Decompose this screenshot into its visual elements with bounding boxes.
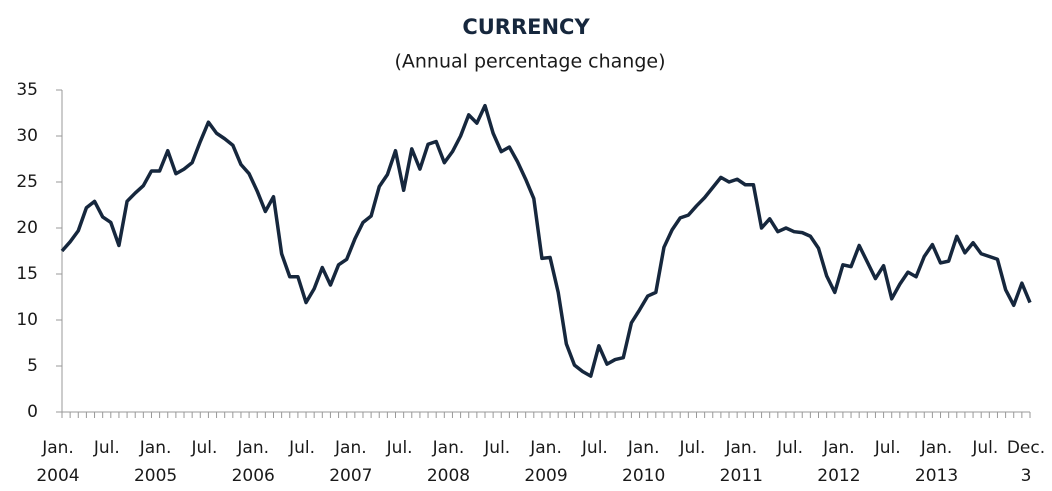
x-tick-label-line: 2004	[36, 466, 79, 486]
x-tick-label: Jul.	[483, 438, 510, 458]
x-tick-label-line: Dec.	[1007, 438, 1045, 458]
x-tick-label: Jan. 2012	[817, 438, 860, 486]
x-tick-label-line: Jan.	[432, 438, 465, 458]
x-tick-label: Jul.	[874, 438, 901, 458]
x-tick-label-line: Jan.	[139, 438, 172, 458]
x-tick-label: Jul.	[679, 438, 706, 458]
x-tick-label-line: 2011	[720, 466, 763, 486]
data-line	[60, 103, 1032, 378]
x-tick-label: Jan. 2008	[427, 438, 470, 486]
x-tick-label: Jan. 2004	[36, 438, 79, 486]
y-tick-label: 30	[16, 126, 38, 146]
x-tick-label-line: Jan.	[822, 438, 855, 458]
y-tick-label: 5	[27, 356, 38, 376]
x-tick-label: Jul.	[190, 438, 217, 458]
chart-subtitle: (Annual percentage change)	[394, 51, 665, 73]
y-tick-label: 15	[16, 264, 38, 284]
x-tick-label-line: Jan.	[627, 438, 660, 458]
x-tick-label-line: Jul.	[483, 438, 510, 458]
x-tick-label-line: 2012	[817, 466, 860, 486]
y-tick-label: 10	[16, 310, 38, 330]
x-tick-label: Jul.	[971, 438, 998, 458]
y-tick-label: 25	[16, 172, 38, 192]
x-tick-label-line: 2006	[232, 466, 275, 486]
x-tick-label: Jul.	[288, 438, 315, 458]
x-tick-label-line: Jul.	[874, 438, 901, 458]
x-tick-label-line: Jul.	[581, 438, 608, 458]
x-tick-label-line: Jan.	[334, 438, 367, 458]
x-tick-label-line: Jan.	[724, 438, 757, 458]
chart-title: CURRENCY	[462, 15, 590, 39]
x-tick-label: Jul.	[93, 438, 120, 458]
x-tick-label-line: Jul.	[679, 438, 706, 458]
x-tick-label: Jan. 2006	[232, 438, 275, 486]
x-tick-label-line: 2010	[622, 466, 665, 486]
x-tick-label: Jul.	[581, 438, 608, 458]
x-tick-label-line: Jan.	[920, 438, 953, 458]
x-tick-label-line: Jul.	[288, 438, 315, 458]
x-tick-label-line: Jul.	[93, 438, 120, 458]
x-tick-label: Jan. 2013	[915, 438, 958, 486]
x-tick-label: Jul.	[776, 438, 803, 458]
x-tick-label-line: 2009	[524, 466, 567, 486]
x-tick-label-line: 2013	[915, 466, 958, 486]
y-tick-label: 0	[27, 402, 38, 422]
x-tick-label-line: 3	[1021, 466, 1032, 486]
x-tick-label-line: Jul.	[386, 438, 413, 458]
x-tick-label: Jan. 2009	[524, 438, 567, 486]
x-tick-label: Jan. 2010	[622, 438, 665, 486]
y-tick-label: 35	[16, 80, 38, 100]
x-tick-label: Jan. 2005	[134, 438, 177, 486]
x-tick-label-line: 2008	[427, 466, 470, 486]
x-tick-label-line: 2007	[329, 466, 372, 486]
x-tick-label-line: Jul.	[971, 438, 998, 458]
x-tick-label: Jan. 2011	[720, 438, 763, 486]
x-tick-label-line: Jul.	[776, 438, 803, 458]
x-tick-label: Jan. 2007	[329, 438, 372, 486]
x-tick-label-line: Jul.	[190, 438, 217, 458]
y-tick-label: 20	[16, 218, 38, 238]
x-tick-label-line: 2005	[134, 466, 177, 486]
x-tick-label: Dec. 3	[1007, 438, 1045, 486]
x-tick-label-line: Jan.	[236, 438, 269, 458]
x-tick-label: Jul.	[386, 438, 413, 458]
x-tick-label-line: Jan.	[529, 438, 562, 458]
x-tick-label-line: Jan.	[41, 438, 74, 458]
